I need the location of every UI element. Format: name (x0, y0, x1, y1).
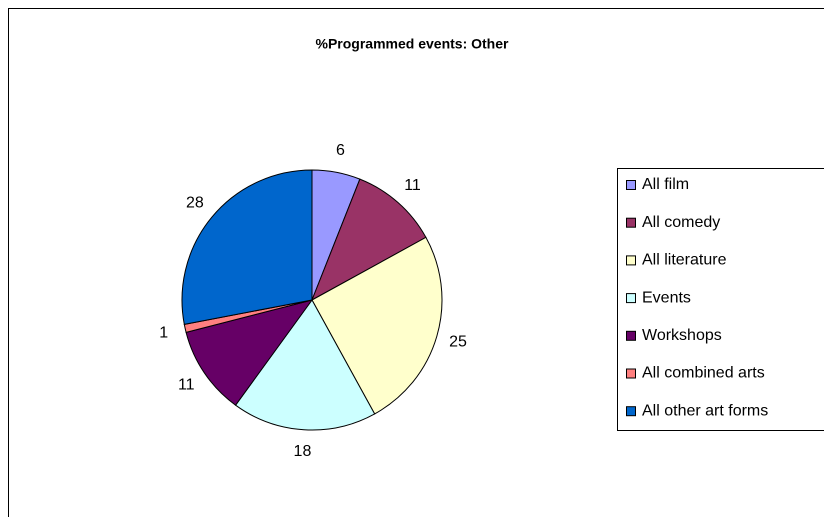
pie-slice (185, 299, 314, 406)
pie-slice (311, 236, 443, 415)
legend-label: All comedy (642, 214, 720, 231)
data-label: 28 (186, 194, 204, 211)
legend-label: All combined arts (642, 365, 765, 382)
legend-swatch (626, 330, 636, 341)
legend-label: Events (642, 289, 691, 306)
legend-swatch (626, 293, 636, 304)
legend-label: All film (642, 176, 689, 193)
data-label: 25 (449, 334, 467, 351)
legend-label: Workshops (642, 327, 722, 344)
legend-swatch (626, 255, 636, 266)
legend-label: All other art forms (642, 402, 768, 419)
pie-slice (311, 178, 427, 302)
pie-slice (234, 299, 376, 431)
data-label: 11 (404, 177, 421, 194)
legend-swatch (626, 217, 636, 228)
legend-swatch (626, 406, 636, 417)
chart-title: %Programmed events: Other (316, 36, 509, 52)
legend-label: All literature (642, 252, 727, 269)
pie-slice (181, 169, 313, 325)
data-label: 11 (178, 377, 195, 394)
data-label: 18 (294, 443, 312, 460)
legend-box (617, 168, 824, 431)
data-label: 6 (336, 142, 345, 159)
legend-swatch (626, 368, 636, 379)
legend-swatch (626, 180, 636, 190)
data-label: 1 (159, 324, 168, 341)
